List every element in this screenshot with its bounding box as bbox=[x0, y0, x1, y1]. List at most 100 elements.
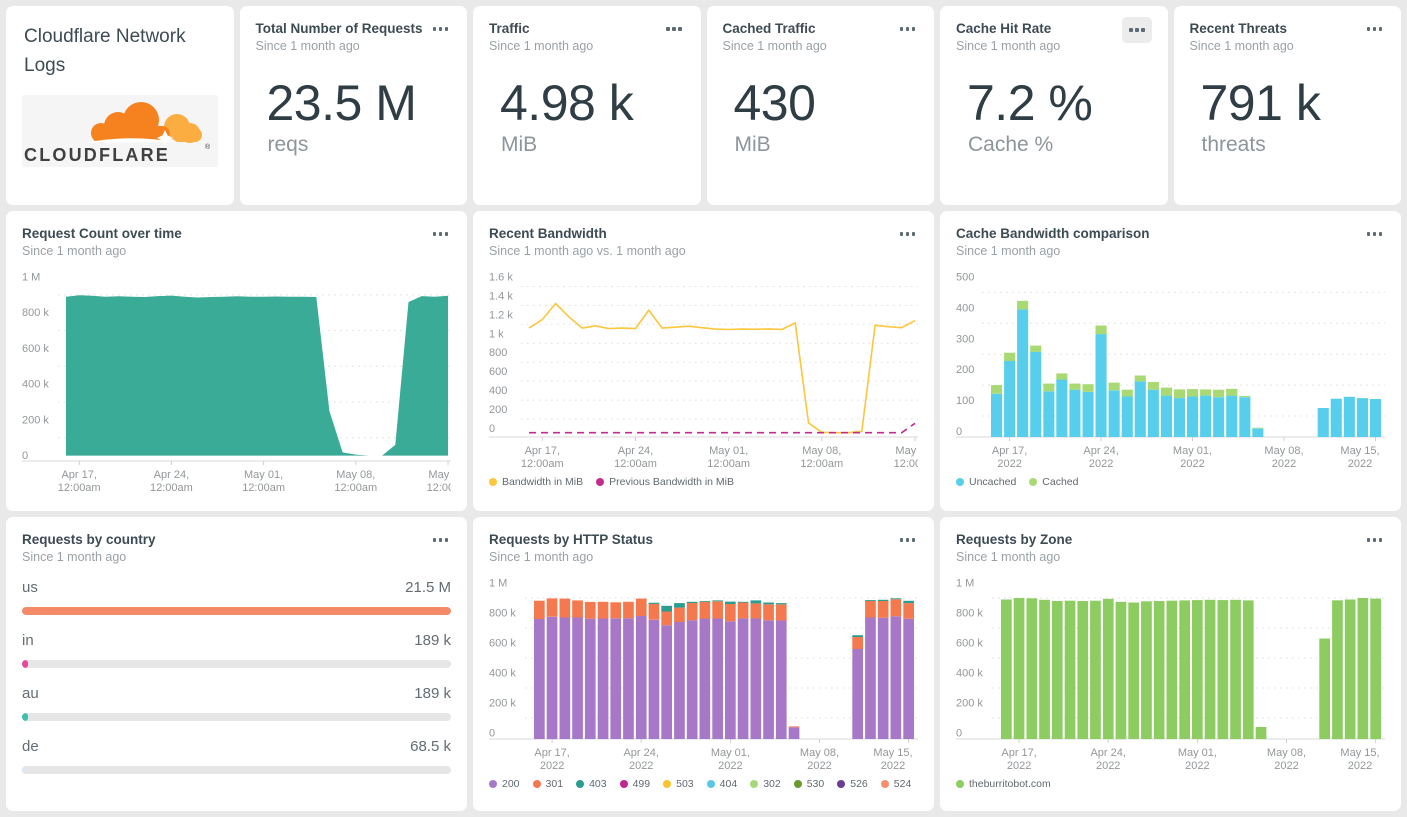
country-value: 21.5 M bbox=[405, 578, 451, 596]
legend-item[interactable]: 526 bbox=[837, 778, 868, 790]
legend-item[interactable]: 530 bbox=[793, 778, 824, 790]
stat-value: 430 bbox=[733, 74, 816, 131]
svg-text:12:00am: 12:00am bbox=[242, 482, 285, 494]
legend-item[interactable]: Previous Bandwidth in MiB bbox=[596, 476, 734, 488]
svg-text:Apr 24,: Apr 24, bbox=[1083, 445, 1118, 457]
stat-title: Recent Threats bbox=[1189, 21, 1288, 36]
bottom-chart-row: Requests by country Since 1 month ago us… bbox=[6, 517, 1401, 811]
svg-text:Apr 24,: Apr 24, bbox=[618, 445, 653, 457]
panel-requests-by-zone: Requests by Zone Since 1 month ago 0 200 … bbox=[940, 517, 1401, 811]
svg-text:2022: 2022 bbox=[1089, 458, 1113, 470]
svg-text:2022: 2022 bbox=[807, 760, 831, 772]
svg-text:200: 200 bbox=[956, 364, 974, 376]
legend-item[interactable]: 503 bbox=[663, 778, 694, 790]
ellipsis-menu-icon[interactable] bbox=[663, 20, 685, 38]
legend-item[interactable]: 301 bbox=[532, 778, 563, 790]
panel-subtitle: Since 1 month ago bbox=[489, 550, 594, 565]
stat-card-cached-traffic: Cached Traffic Since 1 month ago 430 MiB bbox=[706, 6, 934, 205]
svg-text:0: 0 bbox=[956, 426, 962, 438]
ellipsis-menu-icon[interactable] bbox=[1364, 531, 1386, 549]
svg-text:400 k: 400 k bbox=[22, 378, 49, 390]
ellipsis-menu-icon[interactable] bbox=[1122, 17, 1152, 43]
country-label: in bbox=[22, 631, 34, 649]
svg-text:600 k: 600 k bbox=[22, 343, 49, 355]
legend-item[interactable]: 404 bbox=[706, 778, 737, 790]
svg-text:0: 0 bbox=[489, 727, 495, 739]
country-value: 189 k bbox=[414, 631, 451, 649]
country-bar-track bbox=[22, 765, 451, 774]
cache-bandwidth-bar-chart[interactable]: 0 100 200 300 400 500 Apr 17, 2022 Apr 24, 2022 Ma… bbox=[956, 265, 1385, 471]
ellipsis-menu-icon[interactable] bbox=[430, 531, 452, 549]
ellipsis-menu-icon[interactable] bbox=[897, 225, 919, 243]
stat-title: Cache Hit Rate bbox=[956, 21, 1052, 36]
panel-requests-by-http-status: Requests by HTTP Status Since 1 month ag… bbox=[473, 517, 934, 811]
legend-color-dot bbox=[596, 477, 605, 486]
country-bar-track bbox=[22, 659, 451, 668]
panel-recent-bandwidth: Recent Bandwidth Since 1 month ago vs. 1… bbox=[473, 211, 934, 511]
legend-item[interactable]: 524 bbox=[880, 778, 911, 790]
svg-text:1 M: 1 M bbox=[489, 577, 507, 589]
stat-title: Traffic bbox=[489, 21, 530, 36]
svg-text:May 08,: May 08, bbox=[1267, 747, 1306, 759]
recent-bandwidth-line-chart[interactable]: 0 200 400 600 800 1 k 1.2 k 1.4 k 1.6 k Apr 17, 12… bbox=[489, 265, 934, 471]
country-bar-track bbox=[22, 712, 451, 721]
svg-text:12:00am: 12:00am bbox=[58, 482, 101, 494]
legend-item[interactable]: 302 bbox=[750, 778, 781, 790]
legend-item[interactable]: Cached bbox=[1029, 476, 1078, 488]
legend-item[interactable]: Uncached bbox=[956, 476, 1016, 488]
legend-item[interactable]: theburritobot.com bbox=[956, 778, 1051, 790]
svg-text:Apr 17,: Apr 17, bbox=[525, 445, 560, 457]
svg-text:Apr 24,: Apr 24, bbox=[1090, 747, 1125, 759]
ellipsis-menu-icon[interactable] bbox=[1364, 20, 1386, 38]
legend-color-dot bbox=[663, 779, 672, 788]
country-label: us bbox=[22, 578, 38, 596]
svg-text:2022: 2022 bbox=[1348, 458, 1372, 470]
ellipsis-menu-icon[interactable] bbox=[897, 531, 919, 549]
svg-text:2022: 2022 bbox=[718, 760, 742, 772]
legend-item[interactable]: 200 bbox=[489, 778, 520, 790]
legend-color-dot bbox=[956, 477, 964, 486]
stat-unit: reqs bbox=[267, 132, 309, 156]
country-bar-fill bbox=[22, 659, 28, 668]
stat-value: 791 k bbox=[1200, 74, 1321, 131]
ellipsis-menu-icon[interactable] bbox=[430, 20, 452, 38]
svg-text:2022: 2022 bbox=[1272, 458, 1296, 470]
legend-item[interactable]: Bandwidth in MiB bbox=[489, 476, 583, 488]
ellipsis-menu-icon[interactable] bbox=[897, 20, 919, 38]
svg-text:May 01,: May 01, bbox=[1173, 445, 1212, 457]
legend-item[interactable]: 403 bbox=[576, 778, 607, 790]
svg-text:1 M: 1 M bbox=[22, 271, 40, 283]
cloudflare-logo-image: CLOUDFLARE ® bbox=[24, 101, 211, 165]
legend-color-dot bbox=[489, 477, 497, 486]
svg-text:May 15,: May 15, bbox=[428, 469, 451, 481]
svg-text:Apr 17,: Apr 17, bbox=[534, 747, 569, 759]
svg-text:May 01,: May 01, bbox=[711, 747, 750, 759]
country-label: de bbox=[22, 737, 39, 755]
ellipsis-menu-icon[interactable] bbox=[1364, 225, 1386, 243]
svg-text:2022: 2022 bbox=[1185, 760, 1209, 772]
stat-unit: MiB bbox=[734, 132, 771, 156]
svg-text:12:00am: 12:00am bbox=[334, 482, 377, 494]
ellipsis-menu-icon[interactable] bbox=[430, 225, 452, 243]
panel-title: Cache Bandwidth comparison bbox=[956, 226, 1150, 241]
country-bar-fill bbox=[22, 712, 28, 721]
panel-title: Requests by HTTP Status bbox=[489, 532, 654, 547]
svg-text:12:00am: 12:00am bbox=[614, 458, 657, 470]
svg-text:May 15,: May 15, bbox=[895, 445, 918, 457]
svg-text:2022: 2022 bbox=[1348, 760, 1372, 772]
country-row: us 21.5 M bbox=[22, 579, 451, 615]
svg-text:Apr 17,: Apr 17, bbox=[1001, 747, 1036, 759]
panel-subtitle: Since 1 month ago vs. 1 month ago bbox=[489, 244, 686, 259]
legend-color-dot bbox=[576, 779, 585, 788]
stat-value: 23.5 M bbox=[266, 74, 417, 131]
svg-text:0: 0 bbox=[489, 423, 495, 435]
svg-text:12:00am: 12:00am bbox=[894, 458, 918, 470]
stat-value: 4.98 k bbox=[500, 74, 634, 131]
legend-item[interactable]: 499 bbox=[619, 778, 650, 790]
stat-card-traffic: Traffic Since 1 month ago 4.98 k MiB bbox=[473, 6, 701, 205]
svg-text:100: 100 bbox=[956, 395, 974, 407]
svg-text:800 k: 800 k bbox=[489, 607, 516, 619]
